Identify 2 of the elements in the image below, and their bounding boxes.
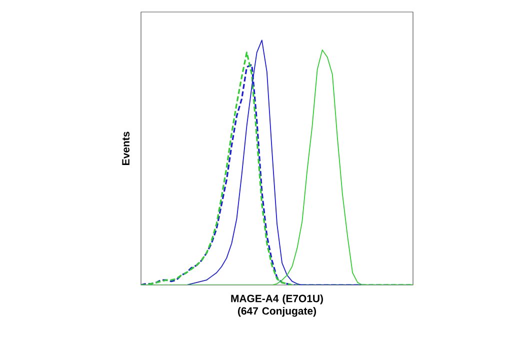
y-axis-title: Events [122,132,130,165]
x-axis-title: MAGE-A4 (E7O1U) (647 Conjugate) [231,294,323,317]
